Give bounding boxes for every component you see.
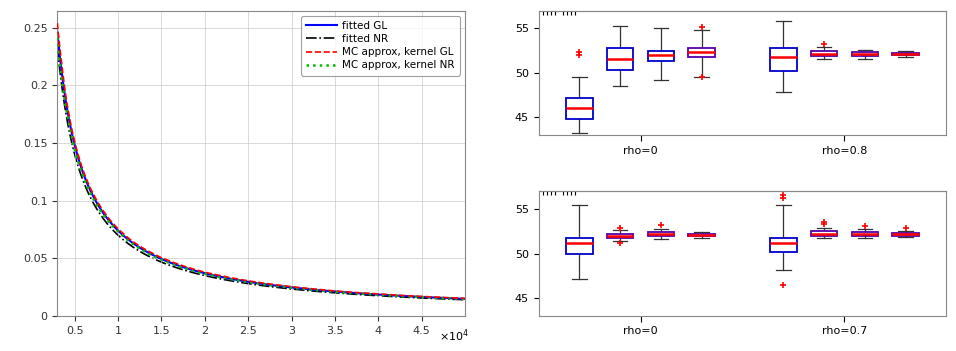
MC approx, kernel NR [361, 292, 373, 296]
Legend: fitted GL, fitted NR, MC approx, kernel GL, MC approx, kernel NR: fitted GL, fitted NR, MC approx, kernel … [300, 16, 460, 75]
Bar [892, 53, 919, 55]
fitted NR [299, 288, 311, 292]
Line: fitted GL: fitted GL [57, 32, 466, 299]
Bar [892, 233, 919, 236]
Bar [811, 231, 837, 236]
Text: $\times10^4$: $\times10^4$ [439, 327, 469, 344]
Bar [770, 48, 796, 71]
MC approx, kernel GL [289, 285, 300, 289]
fitted NR [289, 287, 300, 291]
fitted GL [299, 287, 311, 291]
fitted NR [312, 289, 323, 293]
MC approx, kernel NR [402, 294, 414, 299]
MC approx, kernel NR [299, 287, 311, 291]
Line: MC approx, kernel NR: MC approx, kernel NR [57, 38, 466, 299]
fitted NR [361, 293, 373, 297]
Bar [607, 234, 634, 238]
MC approx, kernel NR [460, 297, 471, 301]
fitted GL [289, 286, 300, 290]
Bar [811, 52, 837, 56]
MC approx, kernel GL [299, 286, 311, 290]
Line: MC approx, kernel GL: MC approx, kernel GL [57, 23, 466, 298]
Bar [770, 238, 796, 252]
fitted GL [361, 292, 373, 296]
Line: fitted NR: fitted NR [57, 47, 466, 300]
MC approx, kernel GL [361, 291, 373, 296]
Bar [688, 234, 715, 236]
Bar [566, 238, 593, 253]
MC approx, kernel GL [52, 21, 63, 25]
fitted NR [52, 45, 63, 49]
MC approx, kernel NR [312, 288, 323, 292]
Bar [852, 52, 879, 56]
Bar [607, 48, 634, 70]
Bar [688, 48, 715, 57]
fitted NR [402, 295, 414, 299]
MC approx, kernel GL [402, 294, 414, 298]
Bar [852, 232, 879, 236]
Bar [648, 51, 674, 61]
MC approx, kernel NR [52, 35, 63, 40]
MC approx, kernel GL [460, 296, 471, 300]
fitted NR [460, 298, 471, 302]
fitted GL [402, 294, 414, 298]
fitted NR [76, 177, 88, 181]
Bar [566, 98, 593, 119]
fitted GL [312, 288, 323, 292]
MC approx, kernel GL [312, 287, 323, 291]
fitted GL [460, 297, 471, 301]
fitted GL [52, 29, 63, 34]
MC approx, kernel GL [76, 166, 88, 171]
MC approx, kernel NR [289, 286, 300, 290]
MC approx, kernel NR [76, 172, 88, 176]
fitted GL [76, 169, 88, 173]
Bar [648, 232, 674, 236]
